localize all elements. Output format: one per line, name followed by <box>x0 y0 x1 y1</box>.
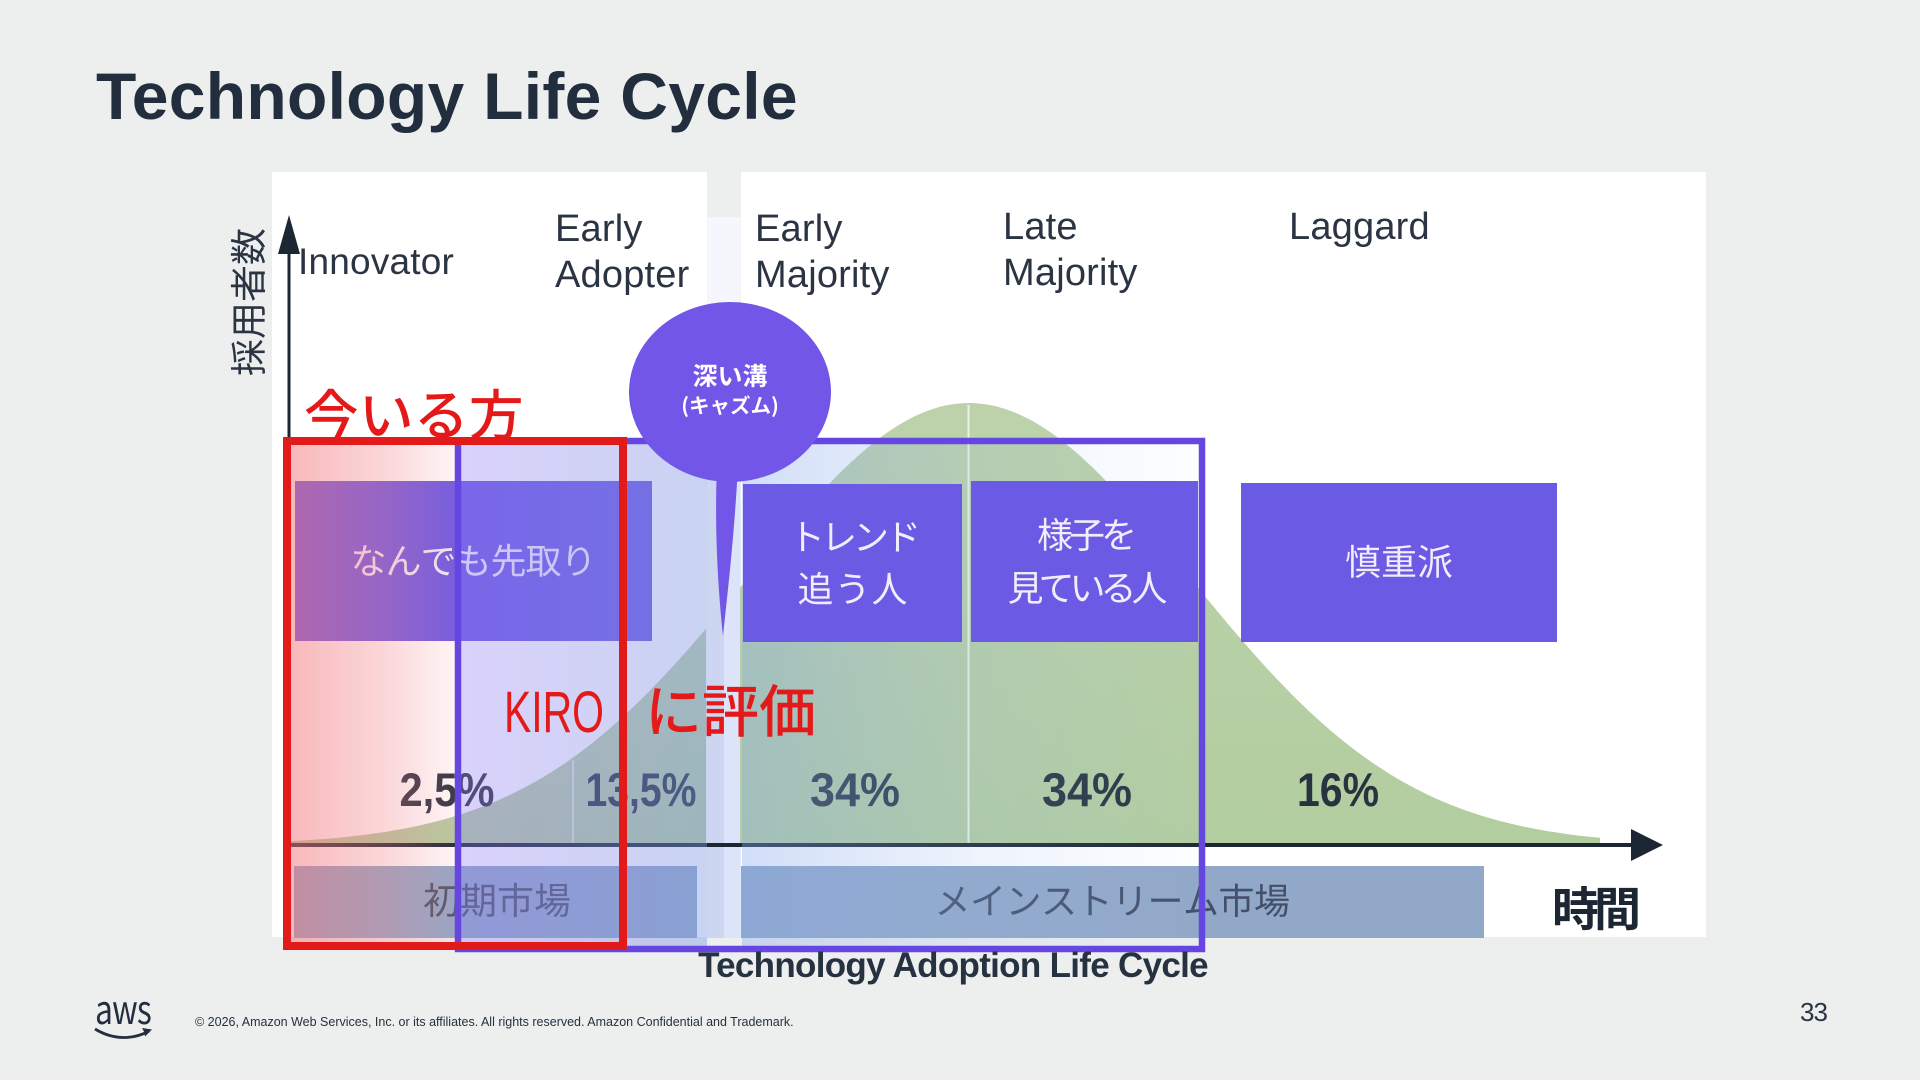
svg-text:Early: Early <box>555 208 643 250</box>
svg-text:33: 33 <box>1800 997 1827 1027</box>
svg-text:Majority: Majority <box>755 254 890 296</box>
svg-text:Technology Adoption Life Cycle: Technology Adoption Life Cycle <box>698 946 1208 985</box>
svg-text:Adopter: Adopter <box>555 254 690 296</box>
svg-text:Innovator: Innovator <box>298 241 454 282</box>
svg-text:16%: 16% <box>1297 763 1379 816</box>
svg-text:Late: Late <box>1003 206 1078 248</box>
svg-text:Laggard: Laggard <box>1289 206 1430 248</box>
svg-text:© 2026, Amazon Web Services, I: © 2026, Amazon Web Services, Inc. or its… <box>195 1015 794 1029</box>
svg-text:KIRO: KIRO <box>504 680 604 745</box>
svg-text:Technology Life Cycle: Technology Life Cycle <box>96 59 798 133</box>
svg-text:Early: Early <box>755 208 843 250</box>
svg-text:Majority: Majority <box>1003 252 1138 294</box>
